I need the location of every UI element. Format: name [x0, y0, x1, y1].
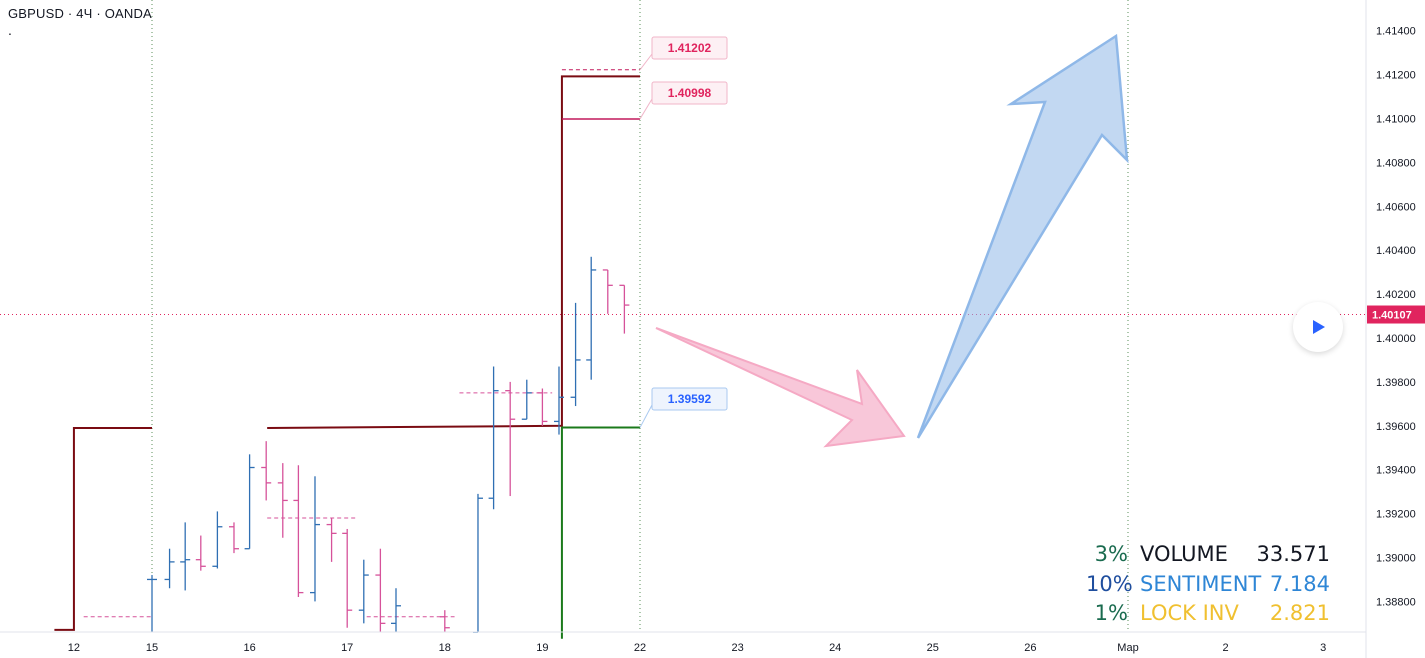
time-tick-label: 25: [927, 642, 939, 654]
price-tick-label: 1.39600: [1376, 421, 1416, 433]
level-value: 1.39592: [668, 392, 712, 406]
ohlc-bar: [180, 522, 191, 591]
price-tick-label: 1.40400: [1376, 245, 1416, 257]
ohlc-bar: [261, 441, 272, 501]
price-tick-label: 1.40600: [1376, 201, 1416, 213]
time-tick-label: 22: [634, 642, 646, 654]
ohlc-bar: [488, 366, 499, 510]
level-label: 1.39592: [639, 387, 728, 428]
ohlc-bar: [228, 522, 239, 554]
ohlc-bar: [570, 302, 581, 407]
ohlc-bar: [472, 493, 483, 633]
header-dot: .: [8, 22, 13, 38]
stat-value: 2.821: [1269, 601, 1330, 625]
step-line-right: [267, 75, 640, 429]
stat-value: 7.184: [1269, 571, 1330, 596]
ohlc-bar: [619, 284, 630, 334]
ohlc-bars: [147, 256, 630, 633]
price-tick-label: 1.39000: [1376, 553, 1416, 565]
time-tick-label: 15: [146, 642, 158, 654]
forecast-arrows: [655, 33, 1129, 448]
price-tick-label: 1.40200: [1376, 289, 1416, 301]
green-level-line: [560, 426, 640, 639]
level-box: [651, 387, 728, 411]
ohlc-bar: [326, 517, 337, 562]
stat-name: VOLUME: [1140, 542, 1228, 566]
ohlc-bar: [195, 535, 206, 571]
down-arrow: [655, 327, 906, 448]
ohlc-bar: [147, 575, 157, 633]
ohlc-bar: [212, 511, 223, 569]
stat-row-lock-inv: 1% LOCK INV 2.821: [1086, 599, 1346, 629]
symbol-header: GBPUSD · 4Ч · OANDA .: [8, 6, 152, 38]
stat-pct: 10%: [1086, 571, 1133, 596]
level-label: 1.40998: [639, 81, 728, 120]
price-tick-label: 1.41000: [1376, 114, 1416, 126]
level-connector: [639, 53, 653, 71]
play-icon: [1313, 320, 1325, 334]
ohlc-bar: [602, 269, 613, 314]
ohlc-bar: [164, 548, 175, 589]
stat-name: LOCK INV: [1140, 601, 1239, 625]
ohlc-bar: [342, 528, 353, 628]
up-arrow: [916, 33, 1129, 439]
time-tick-label: 17: [341, 642, 353, 654]
time-tick-label: 18: [439, 642, 451, 654]
level-box: [651, 36, 728, 60]
symbol-title: GBPUSD · 4Ч · OANDA: [8, 6, 152, 21]
price-tick-label: 1.40800: [1376, 157, 1416, 169]
time-tick-label: 24: [829, 642, 841, 654]
ohlc-bar: [358, 559, 369, 624]
time-tick-label: 12: [68, 642, 80, 654]
time-tick-label: 26: [1024, 642, 1036, 654]
price-tick-label: 1.38800: [1376, 596, 1416, 608]
ohlc-bar: [309, 476, 320, 602]
price-tick-label: 1.39800: [1376, 377, 1416, 389]
time-tick-label: 2: [1223, 642, 1229, 654]
stat-value: 33.571: [1256, 542, 1330, 566]
price-tick-label: 1.41400: [1376, 26, 1416, 38]
current-price-label: 1.40107: [1372, 310, 1412, 322]
level-value: 1.40998: [668, 86, 712, 100]
stat-row-volume: 3% VOLUME 33.571: [1086, 540, 1346, 570]
stat-name: SENTIMENT: [1140, 571, 1262, 596]
ohlc-bar: [505, 381, 516, 497]
price-tick-label: 1.40000: [1376, 333, 1416, 345]
ohlc-bar: [293, 465, 304, 598]
stat-pct: 3%: [1094, 542, 1128, 566]
ohlc-bar: [553, 366, 564, 435]
ohlc-bar: [375, 548, 386, 633]
level-labels: 1.41202 1.40998 1.39592: [639, 36, 728, 428]
price-tick-label: 1.39400: [1376, 465, 1416, 477]
step-lines: [54, 69, 640, 639]
ohlc-bar: [586, 256, 597, 380]
level-connector: [639, 98, 653, 120]
time-tick-label: Мар: [1117, 642, 1139, 654]
time-tick-label: 19: [536, 642, 548, 654]
play-button[interactable]: [1293, 302, 1343, 352]
stat-row-sentiment: 10% SENTIMENT 7.184: [1086, 570, 1346, 600]
level-value: 1.41202: [668, 41, 712, 55]
time-tick-label: 23: [731, 642, 743, 654]
ohlc-bar: [439, 610, 450, 633]
level-label: 1.41202: [639, 36, 728, 71]
price-tick-label: 1.39200: [1376, 509, 1416, 521]
step-line-left: [54, 426, 152, 631]
grid: [151, 0, 1129, 632]
time-tick-label: 3: [1320, 642, 1326, 654]
level-box: [651, 81, 728, 105]
current-price-badge: [1367, 305, 1425, 324]
ohlc-bar: [277, 463, 288, 538]
stat-pct: 1%: [1094, 601, 1128, 625]
stats-panel: 3% VOLUME 33.571 10% SENTIMENT 7.184 1% …: [1086, 540, 1346, 629]
price-tick-label: 1.41200: [1376, 70, 1416, 82]
ohlc-bar: [391, 588, 401, 633]
level-connector: [639, 404, 653, 428]
ohlc-bar: [521, 379, 532, 420]
ohlc-bar: [244, 454, 255, 550]
ohlc-bar: [537, 388, 548, 426]
time-tick-label: 16: [243, 642, 255, 654]
